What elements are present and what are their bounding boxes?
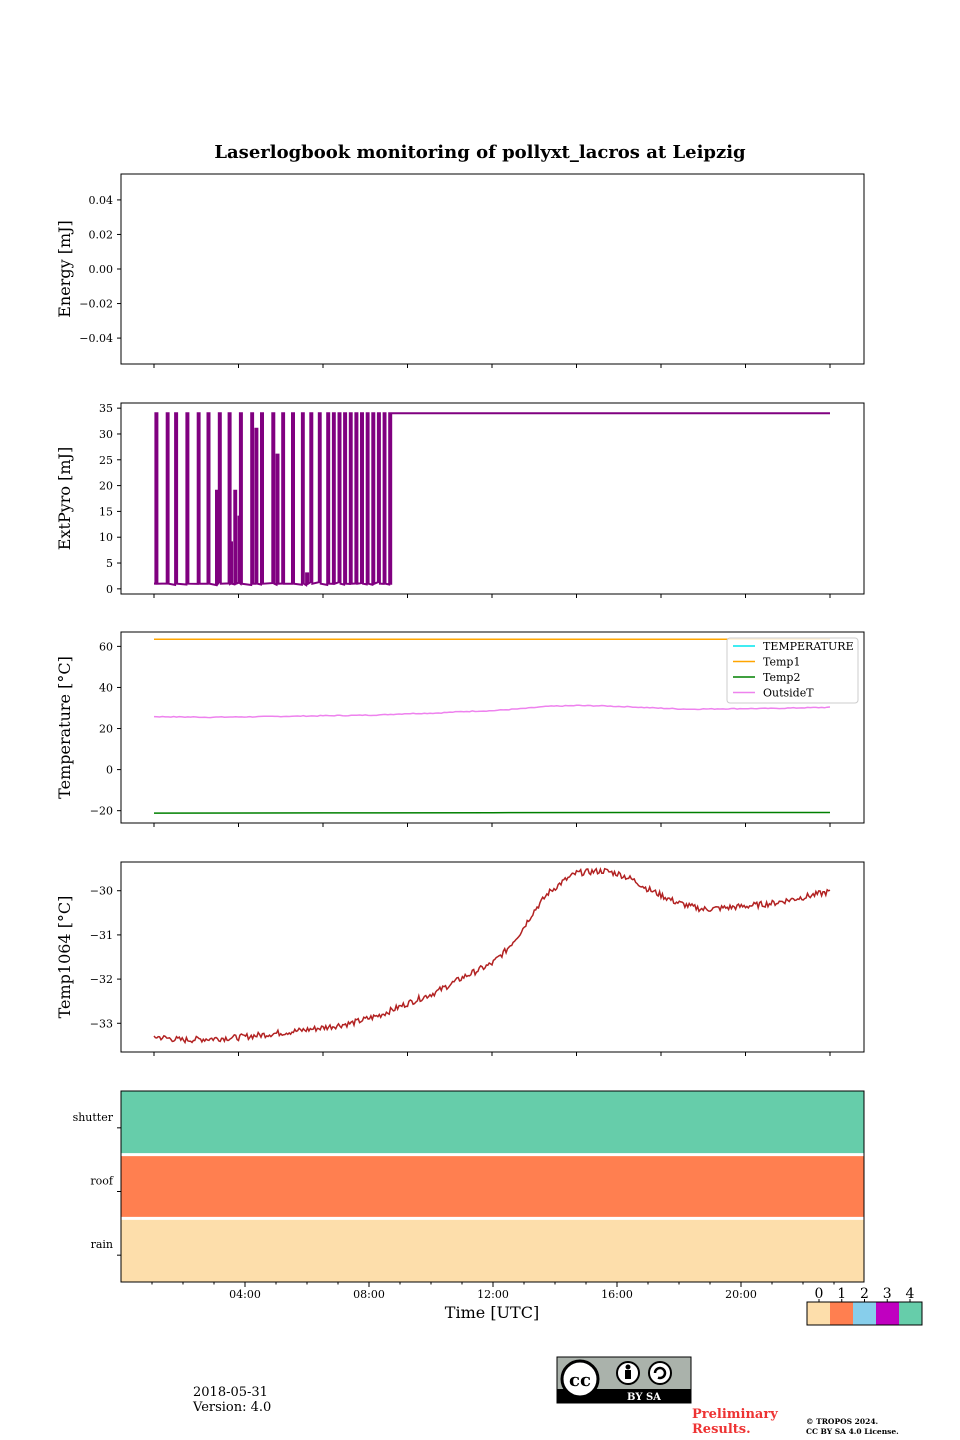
y-tick-label: 0.04 <box>89 194 114 207</box>
x-tick-label: 12:00 <box>477 1288 509 1301</box>
colorbar-cell <box>853 1302 876 1325</box>
preliminary-label-line1: Preliminary <box>692 1407 778 1422</box>
colorbar-label: 2 <box>860 1286 869 1302</box>
chart-title: Laserlogbook monitoring of pollyxt_lacro… <box>214 142 746 163</box>
plot-frame <box>120 861 865 1053</box>
y-axis-label: Temp1064 [°C] <box>55 896 74 1019</box>
temp1064-panel: −30 −31 −32 −33 Temp1064 [°C] <box>55 861 865 1056</box>
y-tick-label: −33 <box>90 1017 113 1030</box>
series-line-temp2 <box>153 811 830 814</box>
y-tick-label: 25 <box>99 454 113 467</box>
y-axis-label: Temperature [°C] <box>55 656 74 799</box>
copyright-line2: CC BY SA 4.0 License. <box>806 1427 899 1436</box>
share-alike-icon <box>648 1361 672 1385</box>
y-tick-label: 20 <box>99 723 113 736</box>
y-tick-label: 5 <box>106 557 113 570</box>
colorbar-label: 1 <box>837 1286 846 1302</box>
colorbar-cell <box>830 1302 853 1325</box>
x-tick-label: 20:00 <box>725 1288 757 1301</box>
y-tick-label: −0.04 <box>79 332 113 345</box>
extpyro-panel: 35 30 25 20 15 10 5 0 ExtPyro [mJ] <box>55 402 865 598</box>
y-tick-label: 0 <box>106 583 113 596</box>
colorbar-label: 3 <box>883 1286 892 1302</box>
x-tick-label: 08:00 <box>353 1288 385 1301</box>
y-axis-label: ExtPyro [mJ] <box>55 447 74 550</box>
cc-logo-text: cc <box>569 1370 591 1391</box>
row-label-rain: rain <box>91 1238 113 1251</box>
y-tick-label: −32 <box>90 973 113 986</box>
y-tick-label: 40 <box>99 681 113 694</box>
footer: 2018-05-31 Version: 4.0 cc BY SA Prelimi… <box>192 1356 899 1437</box>
y-axis-label: Energy [mJ] <box>55 220 74 318</box>
row-label-shutter: shutter <box>73 1111 114 1124</box>
y-tick-label: −20 <box>90 805 113 818</box>
colorbar-label: 0 <box>815 1286 824 1302</box>
y-tick-label: −30 <box>90 885 113 898</box>
x-tick-label: 04:00 <box>229 1288 261 1301</box>
cc-license-logo: cc BY SA <box>556 1356 692 1404</box>
plot-frame <box>120 173 865 365</box>
x-tick-label: 16:00 <box>601 1288 633 1301</box>
legend-entry: TEMPERATURE <box>763 640 854 653</box>
legend-entry: Temp2 <box>763 671 800 684</box>
colorbar-label: 4 <box>906 1286 915 1302</box>
y-tick-label: −0.02 <box>79 298 113 311</box>
date-label: 2018-05-31 <box>193 1385 268 1400</box>
legend-entry: Temp1 <box>763 656 800 669</box>
legend-box <box>726 637 859 704</box>
legend: TEMPERATURE Temp1 Temp2 OutsideT <box>726 637 859 704</box>
y-tick-label: 0.02 <box>89 228 114 241</box>
temp1064-series-line <box>153 866 831 1045</box>
x-axis-label: Time [UTC] <box>445 1303 539 1322</box>
y-tick-label: 15 <box>99 505 113 518</box>
status-row-roof <box>121 1154 864 1219</box>
colorbar-cell <box>899 1302 922 1325</box>
y-tick-label: 60 <box>99 640 113 653</box>
colorbar-cell <box>807 1302 830 1325</box>
legend-entry: OutsideT <box>763 687 814 700</box>
y-tick-label: 30 <box>99 428 113 441</box>
preliminary-label-line2: Results. <box>692 1422 751 1437</box>
cc-by-sa-text: BY SA <box>627 1392 661 1403</box>
row-label-roof: roof <box>90 1175 114 1188</box>
status-row-shutter <box>121 1091 864 1155</box>
energy-panel: 0.04 0.02 0.00 −0.02 −0.04 Energy [mJ] <box>55 173 865 368</box>
y-tick-label: 10 <box>99 531 113 544</box>
y-tick-label: 0 <box>106 764 113 777</box>
y-tick-label: 35 <box>99 402 113 415</box>
copyright-line1: © TROPOS 2024. <box>806 1417 878 1426</box>
status-panel: shutter roof rain 04:00 08:00 12:00 16:00 20:00… <box>73 1090 865 1322</box>
y-tick-label: −31 <box>90 929 113 942</box>
cc-icon <box>560 1359 600 1399</box>
extpyro-series-line <box>153 412 830 587</box>
temperature-panel: 60 40 20 0 −20 Temperature [°C] TEMPERATURE Tem… <box>55 631 865 827</box>
version-label: Version: 4.0 <box>192 1400 271 1415</box>
y-tick-label: 0.00 <box>89 263 114 276</box>
colorbar-cell <box>876 1302 899 1325</box>
y-tick-label: 20 <box>99 480 113 493</box>
series-line-outsidet <box>153 704 831 719</box>
status-row-rain <box>121 1218 864 1282</box>
